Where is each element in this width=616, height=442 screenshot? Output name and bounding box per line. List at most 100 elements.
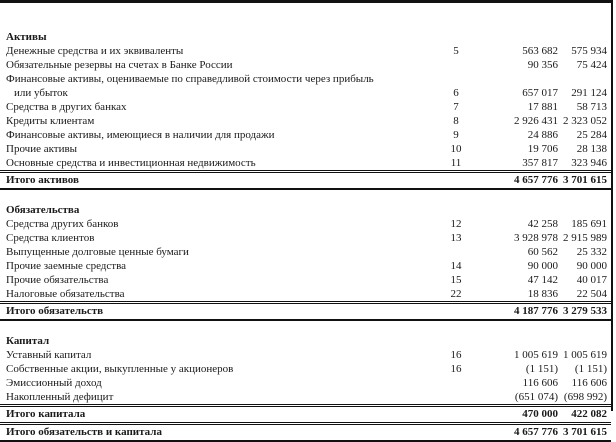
value-current: 60 562 (527, 246, 558, 258)
value-prior: 116 606 (571, 377, 607, 389)
note-number (414, 170, 498, 190)
value-current: 42 258 (527, 218, 558, 230)
row-label: Итого капитала (0, 404, 414, 425)
value-current: 357 817 (522, 157, 558, 169)
note-number (414, 30, 498, 44)
row-label: Средства клиентов (6, 232, 95, 244)
value-prior: 90 000 (576, 260, 607, 272)
note-number (414, 404, 498, 425)
section-header: Активы (0, 30, 611, 44)
value-current: 4 657 776 (498, 422, 560, 442)
value-prior: 422 082 (560, 404, 611, 425)
row-label: Прочие активы (6, 143, 78, 155)
note-number: 13 (450, 232, 462, 244)
row-label: Прочие обязательства (6, 274, 109, 286)
note-number: 12 (450, 218, 462, 230)
note-number (414, 422, 498, 442)
row-label: Денежные средства и их эквиваленты (6, 45, 184, 57)
table-row: или убыток 6 657 017 291 124 (0, 86, 611, 100)
value-prior: 1 005 619 (563, 349, 607, 361)
value-prior: 40 017 (576, 274, 607, 286)
note-number (414, 245, 498, 259)
value-current: 116 606 (522, 377, 558, 389)
value-current: 90 000 (527, 260, 558, 272)
note-number: 16 (450, 363, 462, 375)
note-number: 14 (450, 260, 462, 272)
value-prior: 3 701 615 (560, 170, 611, 190)
table-row: Выпущенные долговые ценные бумаги 60 562 2… (0, 245, 611, 259)
note-number (414, 390, 498, 406)
spacer (0, 189, 611, 203)
value-current: 2 926 431 (514, 115, 558, 127)
row-label: или убыток (14, 87, 68, 99)
table-row: Средства в других банках 7 17 881 58 713 (0, 100, 611, 114)
table-row: Прочие активы 10 19 706 28 138 (0, 142, 611, 156)
row-label: Итого обязательств (0, 301, 414, 321)
row-label: Итого обязательств и капитала (0, 422, 414, 442)
value-current (498, 334, 560, 348)
total-row: Итого активов 4 657 776 3 701 615 (0, 170, 611, 190)
table-row: Денежные средства и их эквиваленты 5 563 6… (0, 44, 611, 58)
note-number (414, 376, 498, 390)
value-current: 18 836 (527, 288, 558, 300)
note-number (414, 301, 498, 321)
value-current: 4 187 776 (498, 301, 560, 321)
total-row: Итого обязательств 4 187 776 3 279 533 (0, 301, 611, 321)
row-label: Собственные акции, выкупленные у акционе… (6, 363, 234, 375)
value-current (498, 30, 560, 44)
row-label: Накопленный дефицит (6, 391, 114, 403)
value-current: 90 356 (527, 59, 558, 71)
note-number: 11 (450, 157, 462, 169)
table-row: Накопленный дефицит (651 074) (698 992) (0, 390, 611, 406)
note-number: 6 (453, 87, 459, 99)
value-prior: 3 701 615 (560, 422, 611, 442)
note-number (414, 334, 498, 348)
value-prior: 2 323 052 (563, 115, 607, 127)
row-label: Уставный капитал (6, 349, 92, 361)
total-row: Итого обязательств и капитала 4 657 776 3 … (0, 422, 611, 442)
value-prior: 58 713 (576, 101, 607, 113)
value-prior: 291 124 (571, 87, 607, 99)
value-current (498, 72, 560, 86)
value-current: 4 657 776 (498, 170, 560, 190)
value-prior (560, 72, 611, 86)
spacer-row (0, 320, 611, 334)
value-prior: 25 284 (576, 129, 607, 141)
row-label: Активы (6, 31, 47, 43)
row-label: Эмиссионный доход (6, 377, 102, 389)
row-label: Обязательства (6, 204, 80, 216)
table-row: Средства клиентов 13 3 928 978 2 915 989 (0, 231, 611, 245)
note-number: 5 (453, 45, 459, 57)
value-current: (1 151) (525, 363, 558, 375)
value-current (498, 203, 560, 217)
value-prior: 3 279 533 (560, 301, 611, 321)
row-label: Капитал (6, 335, 50, 347)
note-number (414, 58, 498, 72)
table-row: Основные средства и инвестиционная недви… (0, 156, 611, 172)
spacer (0, 17, 611, 30)
value-current: (651 074) (514, 391, 558, 403)
value-prior: (698 992) (563, 391, 607, 403)
row-label: Финансовые активы, оцениваемые по справе… (6, 73, 374, 85)
table-row: Обязательные резервы на счетах в Банке Р… (0, 58, 611, 72)
value-prior: 575 934 (571, 45, 607, 57)
row-label: Прочие заемные средства (6, 260, 127, 272)
row-label: Финансовые активы, имеющиеся в наличии д… (6, 129, 275, 141)
value-current: 657 017 (522, 87, 558, 99)
spacer-row (0, 17, 611, 30)
note-number: 9 (453, 129, 459, 141)
row-label: Основные средства и инвестиционная недви… (6, 157, 256, 169)
table-row: Эмиссионный доход 116 606 116 606 (0, 376, 611, 390)
note-number: 8 (453, 115, 459, 127)
value-current: 1 005 619 (514, 349, 558, 361)
value-prior: 323 946 (571, 157, 607, 169)
section-header: Обязательства (0, 203, 611, 217)
section-header: Капитал (0, 334, 611, 348)
row-label: Налоговые обязательства (6, 288, 125, 300)
row-label: Обязательные резервы на счетах в Банке Р… (6, 59, 233, 71)
value-prior (560, 30, 611, 44)
value-prior: 75 424 (576, 59, 607, 71)
value-prior: 25 332 (576, 246, 607, 258)
value-current: 17 881 (527, 101, 558, 113)
